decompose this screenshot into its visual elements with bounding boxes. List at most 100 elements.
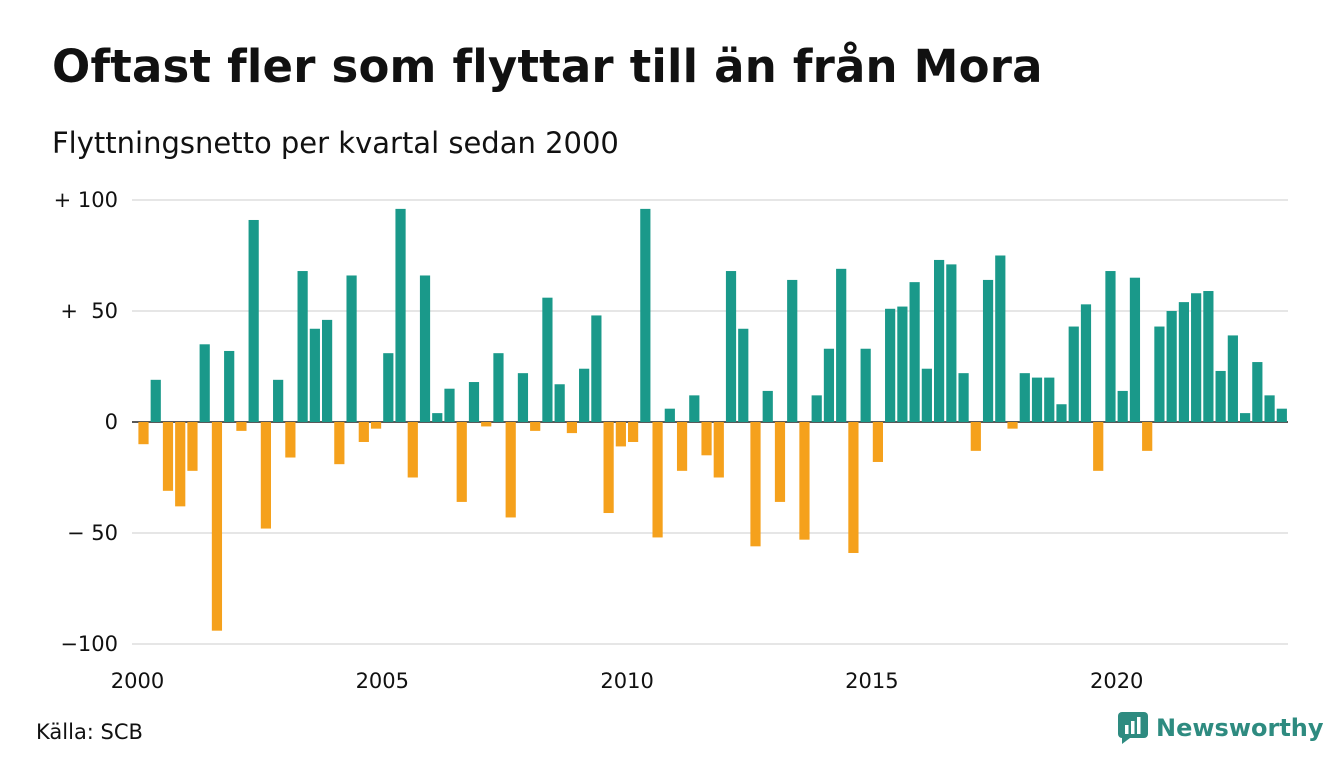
bar: 2004 Q4: -3 bbox=[370, 422, 382, 429]
bar: 2012 Q3: -56 bbox=[750, 422, 761, 547]
bar: 2023 Q1: 12 bbox=[1264, 395, 1275, 422]
bar: 2012 Q4: 14 bbox=[762, 390, 773, 422]
bar: 2022 Q3: 4 bbox=[1240, 413, 1251, 422]
brand-logo: Newsworthy bbox=[1118, 712, 1324, 744]
bar: 2008 Q4: -5 bbox=[566, 422, 577, 434]
bar: 2009 Q1: 24 bbox=[579, 368, 590, 422]
bar: 2009 Q2: 48 bbox=[591, 315, 602, 422]
y-tick-label: + 100 bbox=[54, 188, 118, 212]
bar: 2014 Q2: 69 bbox=[836, 268, 847, 422]
bar: 2020 Q4: 43 bbox=[1154, 326, 1165, 422]
bar: 2014 Q1: 33 bbox=[823, 348, 835, 422]
y-tick-label: −100 bbox=[60, 632, 118, 656]
bar: 2004 Q2: 66 bbox=[346, 275, 357, 422]
bar: 2018 Q2: 20 bbox=[1031, 377, 1043, 422]
bar: 2003 Q4: 46 bbox=[322, 319, 333, 422]
chart-title: Oftast fler som flyttar till än från Mor… bbox=[52, 40, 1043, 93]
bar: 2019 Q1: 43 bbox=[1068, 326, 1079, 422]
bar: 2021 Q4: 59 bbox=[1203, 291, 1214, 422]
bars: 2000 Q1: -102000 Q2: 192000 Q3: -312000 … bbox=[138, 208, 1287, 631]
bar: 2010 Q2: 96 bbox=[640, 208, 651, 422]
bar: 2001 Q3: -94 bbox=[211, 422, 223, 631]
bar: 2005 Q4: 66 bbox=[419, 275, 431, 422]
bar: 2006 Q1: 4 bbox=[432, 413, 443, 422]
bar: 2016 Q1: 24 bbox=[921, 368, 932, 422]
bar: 2010 Q1: -9 bbox=[628, 422, 639, 442]
bar: 2001 Q2: 35 bbox=[199, 344, 210, 422]
bar: 2002 Q4: 19 bbox=[273, 379, 284, 422]
bar: 2018 Q1: 22 bbox=[1019, 373, 1030, 422]
bar: 2002 Q2: 91 bbox=[248, 219, 259, 422]
y-tick-label: + 50 bbox=[60, 299, 118, 323]
bar: 2009 Q4: -11 bbox=[615, 422, 626, 447]
x-tick-label: 2015 bbox=[845, 669, 898, 693]
bar: 2020 Q2: 65 bbox=[1129, 277, 1141, 422]
bar: 2018 Q4: 8 bbox=[1056, 404, 1067, 422]
bar: 2015 Q1: -18 bbox=[872, 422, 883, 462]
bar: 2014 Q3: -59 bbox=[848, 422, 859, 553]
bar: 2012 Q2: 42 bbox=[738, 328, 749, 422]
bar: 2013 Q3: -53 bbox=[799, 422, 810, 540]
bar: 2011 Q1: -22 bbox=[676, 422, 688, 471]
bar: 2017 Q2: 64 bbox=[982, 279, 994, 422]
bar: 2015 Q3: 52 bbox=[897, 306, 908, 422]
bar: 2013 Q4: 12 bbox=[811, 395, 822, 422]
bar: 2003 Q2: 68 bbox=[297, 271, 308, 422]
bar: 2016 Q4: 22 bbox=[958, 373, 969, 422]
bar: 2000 Q2: 19 bbox=[150, 379, 161, 422]
bar: 2011 Q2: 12 bbox=[689, 395, 700, 422]
bar: 2010 Q3: -52 bbox=[652, 422, 663, 538]
bar: 2008 Q3: 17 bbox=[554, 384, 565, 422]
bar: 2012 Q1: 68 bbox=[725, 271, 737, 422]
bar: 2013 Q2: 64 bbox=[787, 279, 798, 422]
bar: 2022 Q1: 23 bbox=[1215, 370, 1226, 422]
bar: 2022 Q4: 27 bbox=[1252, 362, 1263, 422]
bar: 2000 Q1: -10 bbox=[138, 422, 149, 445]
bar: 2017 Q4: -3 bbox=[1007, 422, 1018, 429]
bar: 2011 Q4: -25 bbox=[713, 422, 724, 478]
bar: 2005 Q1: 31 bbox=[383, 353, 394, 422]
bar: 2000 Q4: -38 bbox=[175, 422, 186, 507]
bar: 2019 Q3: -22 bbox=[1093, 422, 1104, 471]
bar: 2006 Q3: -36 bbox=[456, 422, 467, 502]
x-tick-label: 2000 bbox=[111, 669, 164, 693]
bar: 2022 Q2: 39 bbox=[1227, 335, 1238, 422]
x-tick-label: 2005 bbox=[356, 669, 409, 693]
bar: 2006 Q2: 15 bbox=[444, 388, 455, 422]
bar: 2015 Q4: 63 bbox=[909, 282, 920, 422]
bar: 2011 Q3: -15 bbox=[701, 422, 712, 456]
bar: 2014 Q4: 33 bbox=[860, 348, 871, 422]
y-tick-label: − 50 bbox=[67, 521, 118, 545]
bar: 2004 Q1: -19 bbox=[334, 422, 345, 465]
bar: 2016 Q2: 73 bbox=[934, 259, 945, 422]
bar: 2002 Q3: -48 bbox=[260, 422, 271, 529]
bar: 2013 Q1: -36 bbox=[774, 422, 786, 502]
x-tick-label: 2010 bbox=[600, 669, 653, 693]
x-tick-label: 2020 bbox=[1090, 669, 1143, 693]
bar: 2021 Q2: 54 bbox=[1178, 302, 1189, 422]
bar: 2017 Q3: 75 bbox=[995, 255, 1006, 422]
bar: 2021 Q3: 58 bbox=[1191, 293, 1202, 422]
bar: 2007 Q3: -43 bbox=[505, 422, 516, 518]
source-note: Källa: SCB bbox=[36, 720, 143, 744]
bar: 2001 Q1: -22 bbox=[187, 422, 198, 471]
brand-name: Newsworthy bbox=[1156, 714, 1324, 742]
chart-subtitle: Flyttningsnetto per kvartal sedan 2000 bbox=[52, 126, 619, 160]
bar: 2003 Q3: 42 bbox=[309, 328, 320, 422]
bar-chart-logo-icon bbox=[1118, 712, 1148, 744]
bar: 2020 Q1: 14 bbox=[1117, 390, 1128, 422]
bar: 2008 Q2: 56 bbox=[542, 297, 553, 422]
bar: 2016 Q3: 71 bbox=[946, 264, 957, 422]
bar: 2020 Q3: -13 bbox=[1142, 422, 1153, 451]
bar: 2003 Q1: -16 bbox=[285, 422, 296, 458]
bar: 2004 Q3: -9 bbox=[358, 422, 369, 442]
bar: 2019 Q4: 68 bbox=[1105, 271, 1116, 422]
bar: 2015 Q2: 51 bbox=[885, 308, 896, 422]
y-tick-label: 0 bbox=[105, 410, 118, 434]
bar: 2007 Q4: 22 bbox=[517, 373, 529, 422]
bar: 2009 Q3: -41 bbox=[603, 422, 614, 514]
bar: 2023 Q2: 6 bbox=[1276, 408, 1287, 422]
bar: 2008 Q1: -4 bbox=[530, 422, 541, 431]
bar: 2000 Q3: -31 bbox=[162, 422, 174, 491]
